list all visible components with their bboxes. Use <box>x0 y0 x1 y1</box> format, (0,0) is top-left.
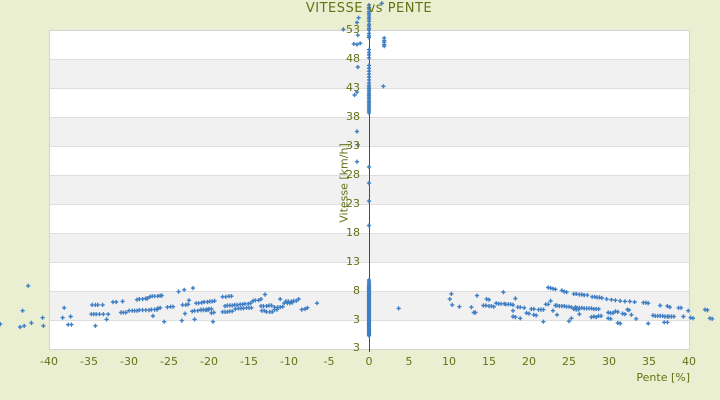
y-tick-label: 33 <box>346 139 360 152</box>
x-tick-label: 15 <box>482 355 496 368</box>
x-tick-label: 5 <box>405 355 413 368</box>
y-axis-line <box>368 14 371 352</box>
y-tick-label: 48 <box>346 52 360 65</box>
x-tick-label: -10 <box>280 355 298 368</box>
y-tick-label: 28 <box>346 168 360 181</box>
y-tick-label: 3 <box>353 313 360 326</box>
y-tick-label: 38 <box>346 110 360 123</box>
y-tick-label: 23 <box>346 197 360 210</box>
x-axis-title: Pente [%] <box>636 371 690 384</box>
y-tick-label: 43 <box>346 81 360 94</box>
x-tick-label: -40 <box>40 355 58 368</box>
y-tick-label: 53 <box>346 23 360 36</box>
x-tick-label: 40 <box>682 355 696 368</box>
x-tick-label: 20 <box>522 355 536 368</box>
x-tick-label: 25 <box>562 355 576 368</box>
x-tick-label: 35 <box>642 355 656 368</box>
x-tick-label: 30 <box>602 355 616 368</box>
x-tick-label: 0 <box>365 355 373 368</box>
y-axis-title: Vitesse [km/h] <box>337 143 351 223</box>
x-tick-label: -15 <box>240 355 258 368</box>
x-tick-label: 10 <box>442 355 456 368</box>
x-tick-label: -20 <box>200 355 218 368</box>
x-tick-label: -35 <box>80 355 98 368</box>
y-tick-label: 13 <box>346 255 360 268</box>
x-tick-label: -30 <box>120 355 138 368</box>
x-tick-label: -25 <box>160 355 178 368</box>
y-axis-bottom-extra-label: 3 <box>353 341 360 354</box>
x-tick-label: -5 <box>323 355 335 368</box>
y-tick-label: 8 <box>353 284 360 297</box>
chart-title: VITESSE vs PENTE <box>305 1 433 16</box>
y-tick-label: 18 <box>346 226 360 239</box>
